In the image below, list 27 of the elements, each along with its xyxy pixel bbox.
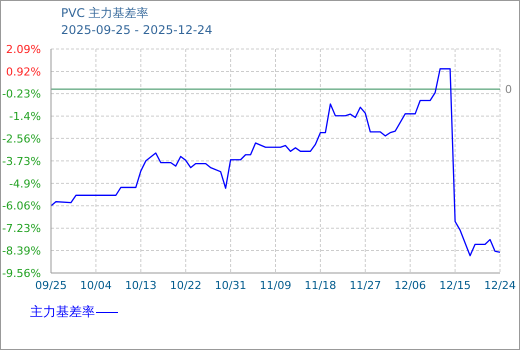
y-tick-label: -9.56% [2,267,41,280]
x-tick-label: 09/25 [35,278,67,292]
x-tick-label: 12/15 [439,278,471,292]
y-tick-label: -4.9% [9,177,41,190]
chart-subtitle: 2025-09-25 - 2025-12-24 [61,23,212,37]
x-tick-label: 11/18 [304,278,336,292]
y-tick-label: -7.23% [2,222,41,236]
y-tick-label: 2.09% [6,43,41,56]
legend-label: 主力基差率 [30,305,96,320]
x-tick-label: 12/06 [394,278,426,292]
x-tick-label: 10/22 [170,278,202,292]
y-tick-label: -3.73% [2,154,41,168]
y-tick-label: -6.06% [2,200,41,213]
y-tick-label: -2.56% [2,132,41,146]
x-tick-label: 10/13 [124,278,157,292]
x-tick-label: 10/31 [214,278,246,292]
y-tick-label: 0.92% [6,65,41,78]
x-tick-label: 12/24 [484,278,516,292]
line-series [51,68,500,256]
y-tick-label: -8.39% [2,244,41,258]
y-tick-label: -0.23% [2,88,41,101]
x-tick-label: 10/04 [80,278,112,292]
x-tick-label: 11/27 [349,278,382,292]
chart-title: PVC 主力基差率 [61,5,149,22]
y-tick-label: -1.4% [9,110,41,124]
x-tick-label: 11/09 [260,278,292,292]
ref-line-label: 0 [505,83,512,96]
